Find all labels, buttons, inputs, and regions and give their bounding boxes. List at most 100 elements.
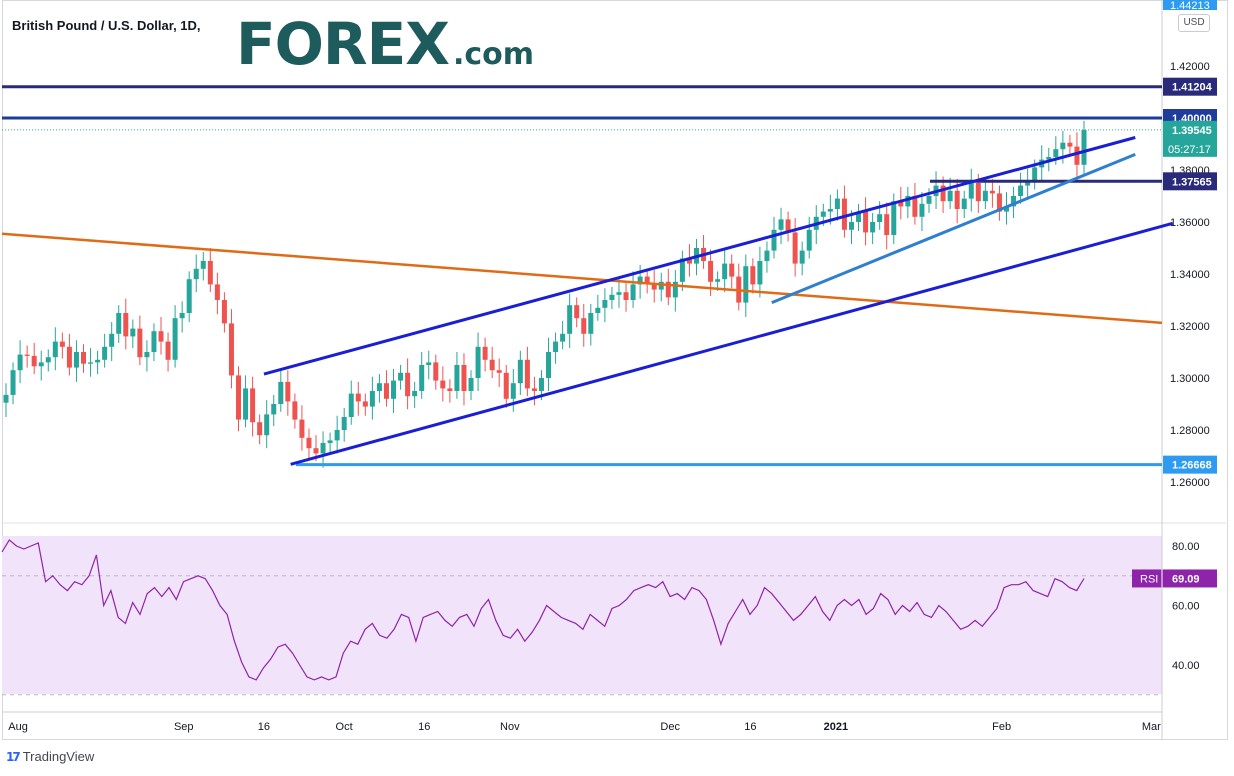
candle — [708, 261, 714, 282]
candle — [891, 201, 897, 235]
time-tick-label: 16 — [418, 721, 430, 733]
candle — [546, 352, 552, 378]
candle — [461, 365, 467, 391]
candle — [313, 448, 319, 454]
candle — [102, 346, 108, 360]
time-tick-label: Mar — [1142, 721, 1161, 733]
descending-trendline — [1, 232, 1163, 325]
candle — [503, 372, 509, 399]
candle — [158, 331, 164, 342]
candle — [623, 292, 629, 300]
candle — [123, 313, 129, 337]
candle — [926, 196, 932, 204]
rsi-tick-label: 80.00 — [1172, 541, 1200, 553]
candle — [595, 307, 601, 313]
candle — [73, 352, 79, 368]
candle — [581, 318, 587, 334]
candle — [1053, 149, 1059, 157]
candle — [658, 281, 664, 290]
candle — [729, 263, 735, 277]
candle — [419, 365, 425, 391]
countdown-label: 05:27:17 — [1168, 144, 1211, 156]
candle — [912, 196, 918, 217]
channel-lower-line — [290, 221, 1174, 466]
candle — [59, 341, 65, 347]
candle — [785, 219, 791, 233]
candle — [468, 378, 474, 391]
candle — [334, 430, 340, 441]
currency-label[interactable]: USD — [1178, 14, 1210, 32]
candle — [137, 328, 143, 358]
candle — [369, 391, 375, 407]
candle — [524, 359, 530, 389]
time-tick-label: 2021 — [824, 721, 848, 733]
logo-suffix: .com — [452, 37, 534, 72]
candle — [898, 201, 904, 207]
candle — [947, 190, 953, 202]
price-tick-label: 1.42000 — [1170, 61, 1210, 73]
candle — [447, 388, 453, 391]
candle — [376, 383, 382, 391]
price-level-tag-label: 1.41204 — [1172, 82, 1213, 94]
candle — [320, 443, 326, 454]
candle — [616, 292, 622, 295]
rsi-pane — [1, 539, 1162, 696]
candle — [405, 372, 411, 397]
candle — [341, 417, 347, 430]
rsi-line — [1, 539, 1085, 681]
candle — [151, 331, 157, 352]
candle — [588, 313, 594, 334]
candle — [228, 323, 234, 376]
candle — [1003, 206, 1009, 212]
candle — [968, 183, 974, 199]
candle — [764, 250, 770, 261]
candle — [440, 380, 446, 389]
candle — [1081, 129, 1087, 165]
price-tick-label: 1.26000 — [1170, 477, 1210, 489]
candle — [285, 381, 291, 402]
rsi-band — [2, 536, 1162, 694]
tradingview-brand-text: TradingView — [22, 749, 95, 764]
candle — [1032, 167, 1038, 181]
candle — [496, 370, 502, 373]
candle — [848, 222, 854, 230]
short-term-support-line — [771, 153, 1136, 304]
candle — [553, 341, 559, 352]
price-level-tag-label: 1.26668 — [1172, 460, 1212, 472]
candle — [130, 328, 136, 337]
candle — [820, 211, 826, 217]
candle — [207, 261, 213, 285]
candle — [221, 300, 227, 324]
candle — [567, 305, 573, 334]
candle — [665, 281, 671, 298]
price-pane — [3, 120, 1087, 468]
candle — [538, 378, 544, 391]
candle — [1011, 196, 1017, 207]
candle — [856, 211, 862, 222]
candle — [884, 214, 890, 235]
candle — [919, 203, 925, 217]
rsi-tick-label: 40.00 — [1172, 660, 1200, 672]
candle — [383, 383, 389, 399]
candle — [877, 214, 883, 222]
candle — [905, 196, 911, 207]
candle — [560, 333, 566, 342]
price-tick-label: 1.32000 — [1170, 321, 1210, 333]
candle — [179, 313, 185, 319]
candle — [172, 318, 178, 360]
candle — [3, 394, 9, 403]
tradingview-brand[interactable]: 17 TradingView — [6, 749, 94, 764]
candle — [870, 222, 876, 233]
price-level-tag — [1163, 77, 1217, 96]
candle — [165, 341, 171, 360]
candle — [517, 359, 523, 384]
candle — [961, 198, 967, 209]
candle — [10, 370, 16, 395]
candle — [750, 266, 756, 285]
candle — [88, 362, 94, 364]
candle — [989, 190, 995, 194]
time-tick-label: Nov — [500, 721, 520, 733]
candle — [1046, 157, 1052, 160]
rsi-value-label: 69.09 — [1172, 573, 1200, 585]
